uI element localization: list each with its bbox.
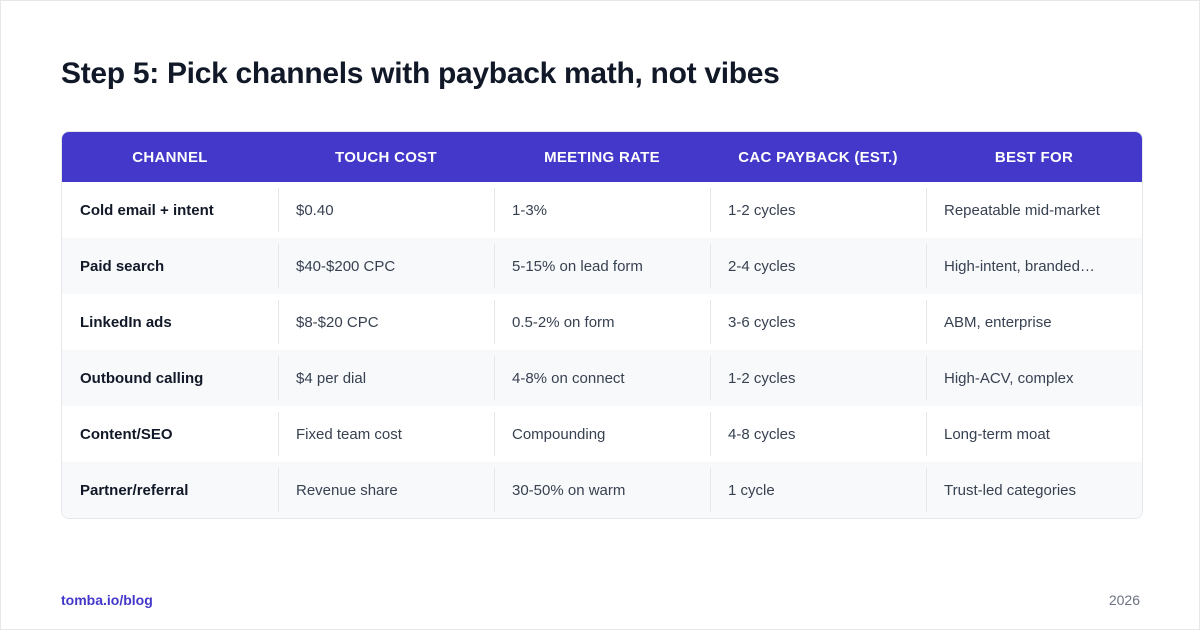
channel-cell: Outbound calling bbox=[62, 350, 278, 406]
table-cell: 4-8 cycles bbox=[710, 406, 926, 462]
table-cell: $40-$200 CPC bbox=[278, 238, 494, 294]
table-cell: 1 cycle bbox=[710, 462, 926, 518]
table-row: LinkedIn ads $8-$20 CPC 0.5-2% on form 3-6 … bbox=[62, 294, 1142, 350]
table-cell: Fixed team cost bbox=[278, 406, 494, 462]
channel-cell: Partner/referral bbox=[62, 462, 278, 518]
table-cell: 5-15% on lead form bbox=[494, 238, 710, 294]
table-cell: Revenue share bbox=[278, 462, 494, 518]
channel-cell: LinkedIn ads bbox=[80, 313, 172, 331]
table-container: CHANNEL TOUCH COST MEETING RATE CAC PAYBACK… bbox=[61, 131, 1143, 519]
column-header: MEETING RATE bbox=[494, 132, 710, 182]
table-cell: Long-term moat bbox=[926, 406, 1142, 462]
table-cell: High-ACV, complex bbox=[926, 350, 1142, 406]
table-cell: 3-6 cycles bbox=[710, 294, 926, 350]
column-header: CHANNEL bbox=[62, 132, 278, 182]
table-cell: ABM, enterprise bbox=[926, 294, 1142, 350]
table-cell: $4 per dial bbox=[278, 350, 494, 406]
table-cell: 1-3% bbox=[494, 182, 710, 238]
table-cell: 30-50% on warm bbox=[494, 462, 710, 518]
source-link[interactable]: tomba.io/blog bbox=[61, 592, 153, 608]
table-body: Cold email + intent $0.40 1-3% 1-2 cycles Re… bbox=[62, 182, 1142, 518]
table-cell: $0.40 bbox=[278, 182, 494, 238]
table-row: Cold email + intent $0.40 1-3% 1-2 cycles Re… bbox=[62, 182, 1142, 238]
table-cell: 0.5-2% on form bbox=[494, 294, 710, 350]
table: CHANNEL TOUCH COST MEETING RATE CAC PAYBACK… bbox=[62, 132, 1142, 518]
table-row: Content/SEO Fixed team cost Compounding 4-8… bbox=[62, 406, 1142, 462]
table-row: Partner/referral Revenue share 30-50% on w… bbox=[62, 462, 1142, 518]
channel-cell: Content/SEO bbox=[80, 425, 173, 443]
table-cell: 1-2 cycles bbox=[710, 350, 926, 406]
table-cell: 1-2 cycles bbox=[710, 182, 926, 238]
table-row: Outbound calling $4 per dial 4-8% on conne… bbox=[62, 350, 1142, 406]
table-cell: 4-8% on connect bbox=[494, 350, 710, 406]
table-row: Paid search $40-$200 CPC 5-15% on lead for… bbox=[62, 238, 1142, 294]
year: 2026 bbox=[1108, 592, 1140, 608]
column-header: TOUCH COST bbox=[278, 132, 494, 182]
table-cell: Compounding bbox=[494, 406, 710, 462]
table-cell: High-intent, branded… bbox=[926, 238, 1142, 294]
column-header: CAC PAYBACK (EST.) bbox=[710, 132, 926, 182]
header-row: CHANNEL TOUCH COST MEETING RATE CAC PAYBACK… bbox=[62, 132, 1142, 182]
channel-cell: Cold email + intent bbox=[80, 201, 214, 219]
table-cell: $8-$20 CPC bbox=[278, 294, 494, 350]
title: Step 5: Pick channels with payback math,… bbox=[61, 57, 780, 90]
channel-cell: Paid search bbox=[62, 238, 278, 294]
table-cell: 2-4 cycles bbox=[710, 238, 926, 294]
table-cell: Trust-led categories bbox=[926, 462, 1142, 518]
table-cell: Repeatable mid-market bbox=[926, 182, 1142, 238]
column-header: BEST FOR bbox=[926, 132, 1142, 182]
